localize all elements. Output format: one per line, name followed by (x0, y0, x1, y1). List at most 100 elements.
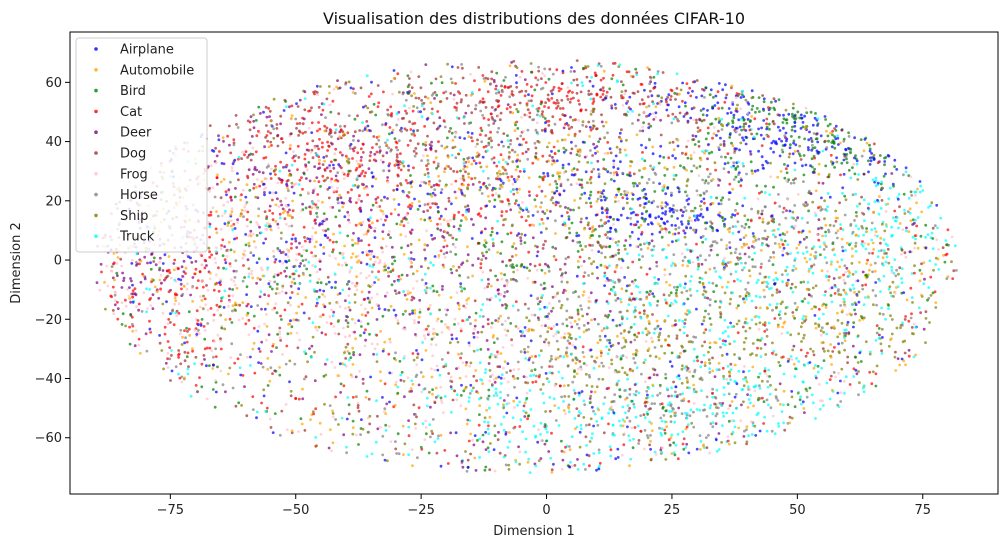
point-truck (731, 291, 734, 295)
point-cat (303, 157, 307, 161)
point-truck (799, 395, 802, 398)
point-airplane (741, 136, 744, 140)
point-ship (550, 357, 553, 361)
point-deer (289, 284, 293, 288)
point-bird (758, 110, 761, 113)
point-dog (327, 196, 331, 200)
point-frog (950, 235, 954, 239)
point-cat (667, 438, 671, 442)
point-airplane (608, 215, 612, 219)
point-truck (880, 352, 884, 355)
point-cat (490, 227, 494, 230)
point-bird (227, 221, 230, 225)
point-automobile (409, 387, 413, 390)
point-truck (854, 192, 858, 196)
point-frog (208, 189, 212, 193)
point-cat (630, 292, 634, 296)
point-ship (690, 421, 694, 425)
point-horse (734, 208, 737, 212)
point-truck (670, 433, 674, 437)
point-dog (829, 374, 833, 378)
point-airplane (616, 167, 620, 171)
point-airplane (636, 184, 639, 188)
point-truck (881, 263, 885, 267)
point-dog (490, 77, 494, 81)
point-automobile (182, 284, 186, 288)
point-deer (486, 318, 490, 321)
point-frog (310, 238, 314, 241)
point-truck (775, 277, 778, 280)
point-automobile (745, 242, 749, 246)
point-airplane (664, 210, 668, 214)
point-ship (537, 140, 541, 144)
point-cat (550, 97, 554, 100)
point-airplane (744, 135, 748, 139)
point-cat (550, 131, 554, 135)
point-cat (756, 346, 759, 350)
point-automobile (868, 268, 871, 272)
point-deer (250, 135, 254, 138)
point-deer (338, 130, 342, 134)
point-cat (569, 97, 573, 101)
point-automobile (881, 256, 885, 260)
point-automobile (274, 203, 278, 207)
point-ship (586, 65, 590, 68)
point-deer (683, 322, 687, 325)
point-bird (815, 137, 819, 141)
point-cat (455, 106, 458, 110)
point-truck (579, 427, 583, 431)
point-frog (459, 177, 463, 181)
point-automobile (215, 231, 219, 235)
point-horse (449, 77, 453, 81)
point-ship (839, 293, 843, 297)
point-automobile (464, 363, 468, 367)
point-bird (617, 187, 621, 191)
point-cat (525, 83, 529, 86)
point-ship (507, 468, 511, 471)
point-automobile (313, 179, 317, 183)
point-airplane (769, 147, 773, 150)
point-deer (287, 169, 291, 173)
point-frog (329, 179, 333, 183)
point-dog (651, 100, 654, 104)
point-ship (592, 107, 595, 111)
point-frog (383, 262, 387, 266)
point-horse (206, 322, 210, 325)
point-horse (550, 365, 554, 368)
point-frog (512, 368, 516, 372)
point-truck (791, 290, 795, 294)
point-deer (139, 280, 143, 284)
point-airplane (775, 142, 779, 146)
point-bird (751, 104, 755, 108)
point-airplane (657, 215, 661, 219)
point-airplane (366, 218, 370, 221)
point-airplane (546, 174, 550, 178)
point-frog (552, 334, 555, 338)
point-frog (214, 261, 218, 265)
point-ship (547, 341, 551, 345)
point-frog (427, 331, 431, 334)
point-dog (263, 210, 267, 214)
point-dog (823, 139, 827, 143)
point-horse (421, 102, 424, 106)
point-truck (625, 317, 629, 320)
point-cat (195, 286, 199, 290)
point-bird (580, 186, 584, 189)
point-ship (395, 292, 398, 295)
point-dog (894, 350, 897, 354)
point-dog (177, 349, 181, 352)
point-bird (392, 255, 396, 259)
point-deer (341, 153, 344, 157)
point-frog (109, 269, 113, 273)
point-cat (615, 171, 618, 174)
point-dog (376, 84, 380, 87)
point-airplane (493, 205, 496, 209)
point-truck (926, 233, 930, 237)
point-dog (111, 309, 115, 312)
point-horse (557, 299, 561, 303)
point-cat (540, 218, 544, 221)
point-frog (852, 162, 856, 166)
point-ship (825, 322, 829, 326)
point-bird (747, 225, 751, 229)
point-horse (910, 194, 914, 197)
